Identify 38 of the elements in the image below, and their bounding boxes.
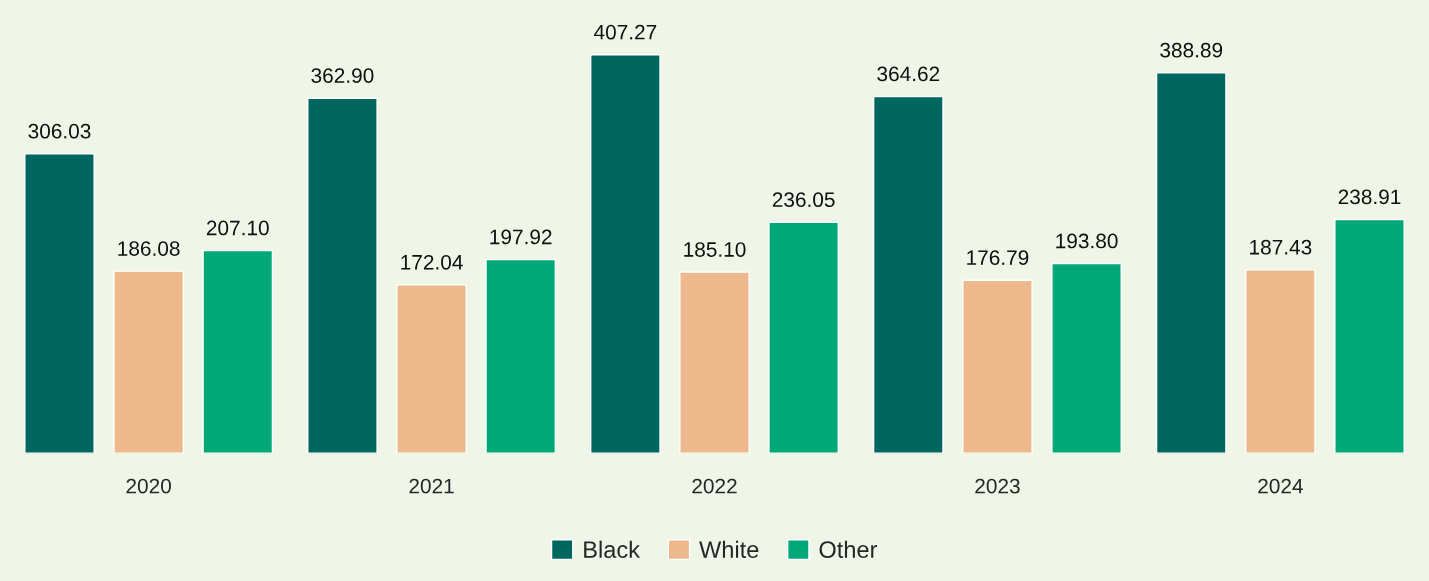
data-label: 407.27 — [593, 24, 657, 40]
bar — [396, 284, 467, 454]
data-label: 238.91 — [1338, 189, 1401, 205]
data-label: 236.05 — [772, 192, 835, 208]
data-label: 388.89 — [1160, 42, 1223, 58]
data-label: 186.08 — [118, 241, 180, 256]
data-label: 187.43 — [1250, 239, 1312, 255]
bar — [24, 153, 95, 454]
x-tick-label: 2024 — [1258, 478, 1303, 494]
bar — [962, 279, 1033, 454]
data-label: 185.10 — [684, 242, 746, 257]
legend-label: White — [699, 540, 759, 558]
x-tick-label: 2022 — [692, 478, 737, 494]
bar — [872, 95, 944, 454]
bar — [590, 54, 661, 454]
bar — [679, 271, 750, 454]
x-tick-label: 2021 — [409, 478, 454, 494]
bar — [307, 97, 378, 454]
data-label: 362.90 — [311, 68, 374, 83]
data-label: 364.62 — [877, 66, 940, 82]
bar — [1155, 72, 1227, 454]
bar — [1334, 218, 1405, 454]
x-tick-label: 2020 — [126, 478, 171, 494]
bar — [202, 249, 274, 454]
bar — [768, 221, 839, 454]
x-tick-label: 2023 — [975, 478, 1020, 494]
bar — [113, 270, 184, 454]
bar — [1051, 262, 1122, 454]
data-label: 172.04 — [401, 254, 463, 270]
data-label: 193.80 — [1056, 233, 1118, 249]
data-label: 306.03 — [28, 123, 91, 139]
bar — [485, 258, 557, 454]
data-label: 197.92 — [490, 229, 552, 245]
bar — [1245, 269, 1316, 454]
data-label: 176.79 — [967, 250, 1029, 266]
data-label: 207.10 — [206, 220, 269, 236]
legend-label: Black — [584, 540, 641, 558]
legend-label: Other — [819, 540, 878, 558]
